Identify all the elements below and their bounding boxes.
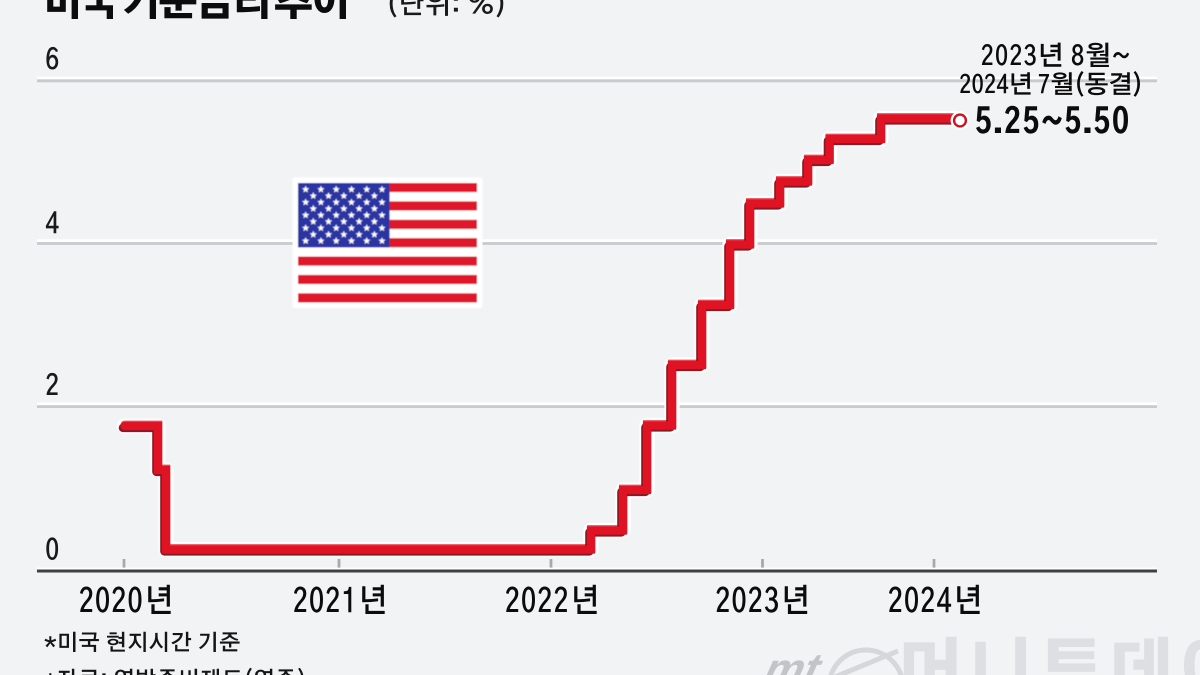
svg-text:mt: mt bbox=[760, 646, 828, 675]
